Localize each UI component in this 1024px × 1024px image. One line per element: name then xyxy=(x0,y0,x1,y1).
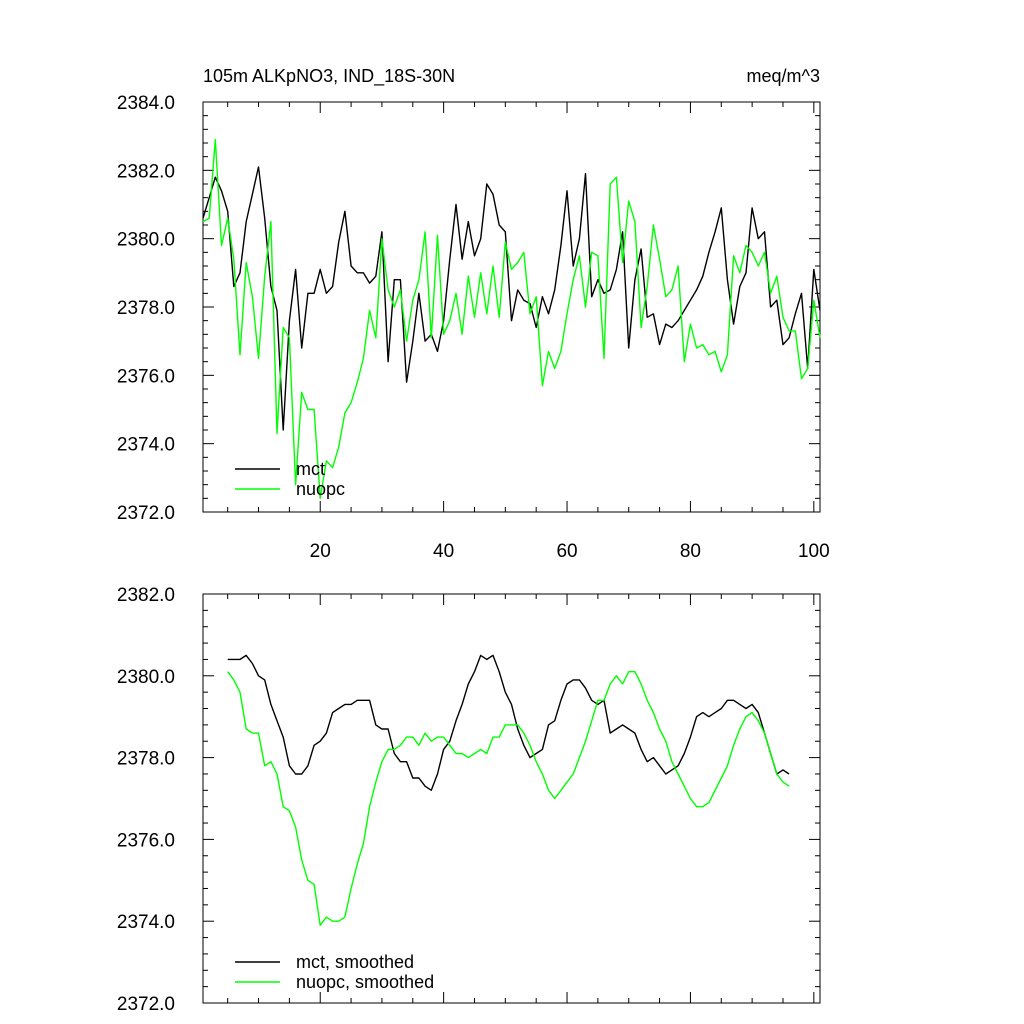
x-tick-label: 40 xyxy=(433,541,454,562)
x-tick-label: 20 xyxy=(310,541,331,562)
y-tick-label: 2372.0 xyxy=(117,503,175,524)
y-tick-label: 2382.0 xyxy=(117,585,175,606)
x-tick-label: 60 xyxy=(556,541,577,562)
y-tick-label: 2374.0 xyxy=(117,435,175,456)
bottom-chart: 2372.0 2374.0 2376.0 2378.0 2380.0 2382.0 mct… xyxy=(117,585,821,1015)
top-chart-legend: mct nuopc xyxy=(235,459,345,499)
legend-label-nuopc-smoothed: nuopc, smoothed xyxy=(296,972,434,992)
y-tick-label: 2378.0 xyxy=(117,749,175,770)
y-tick-label: 2374.0 xyxy=(117,912,175,933)
y-tick-label: 2378.0 xyxy=(117,298,175,319)
bottom-chart-series xyxy=(227,654,790,926)
y-tick-label: 2380.0 xyxy=(117,230,175,251)
top-chart: 105m ALKpNO3, IND_18S-30N meq/m^3 20 40 60… xyxy=(117,66,830,562)
legend-label-mct: mct xyxy=(296,459,325,479)
legend-label-mct-smoothed: mct, smoothed xyxy=(296,952,414,972)
y-tick-label: 2380.0 xyxy=(117,667,175,688)
top-series-line-nuopc xyxy=(202,138,821,499)
top-chart-series xyxy=(202,138,821,499)
x-tick-label: 100 xyxy=(798,541,830,562)
top-chart-frame xyxy=(202,101,821,513)
legend-label-nuopc: nuopc xyxy=(296,479,345,499)
y-tick-label: 2372.0 xyxy=(117,994,175,1015)
y-tick-label: 2376.0 xyxy=(117,830,175,851)
y-tick-label: 2376.0 xyxy=(117,366,175,387)
bottom-series-line-nuopc-smoothed xyxy=(227,671,790,926)
x-tick-label: 80 xyxy=(680,541,701,562)
y-tick-label: 2382.0 xyxy=(117,161,175,182)
top-chart-title: 105m ALKpNO3, IND_18S-30N xyxy=(203,66,455,87)
bottom-chart-frame xyxy=(202,593,821,1004)
top-chart-units: meq/m^3 xyxy=(747,66,820,86)
top-series-line-mct xyxy=(202,166,821,431)
bottom-chart-ticks: 2372.0 2374.0 2376.0 2378.0 2380.0 2382.0 xyxy=(117,585,820,1015)
y-tick-label: 2384.0 xyxy=(117,93,175,114)
bottom-chart-legend: mct, smoothed nuopc, smoothed xyxy=(235,952,434,992)
bottom-series-line-mct-smoothed xyxy=(227,654,790,791)
top-chart-ticks: 20 40 60 80 100 2372.0 2374.0 2376.0 2378.0 2380.… xyxy=(117,93,830,562)
